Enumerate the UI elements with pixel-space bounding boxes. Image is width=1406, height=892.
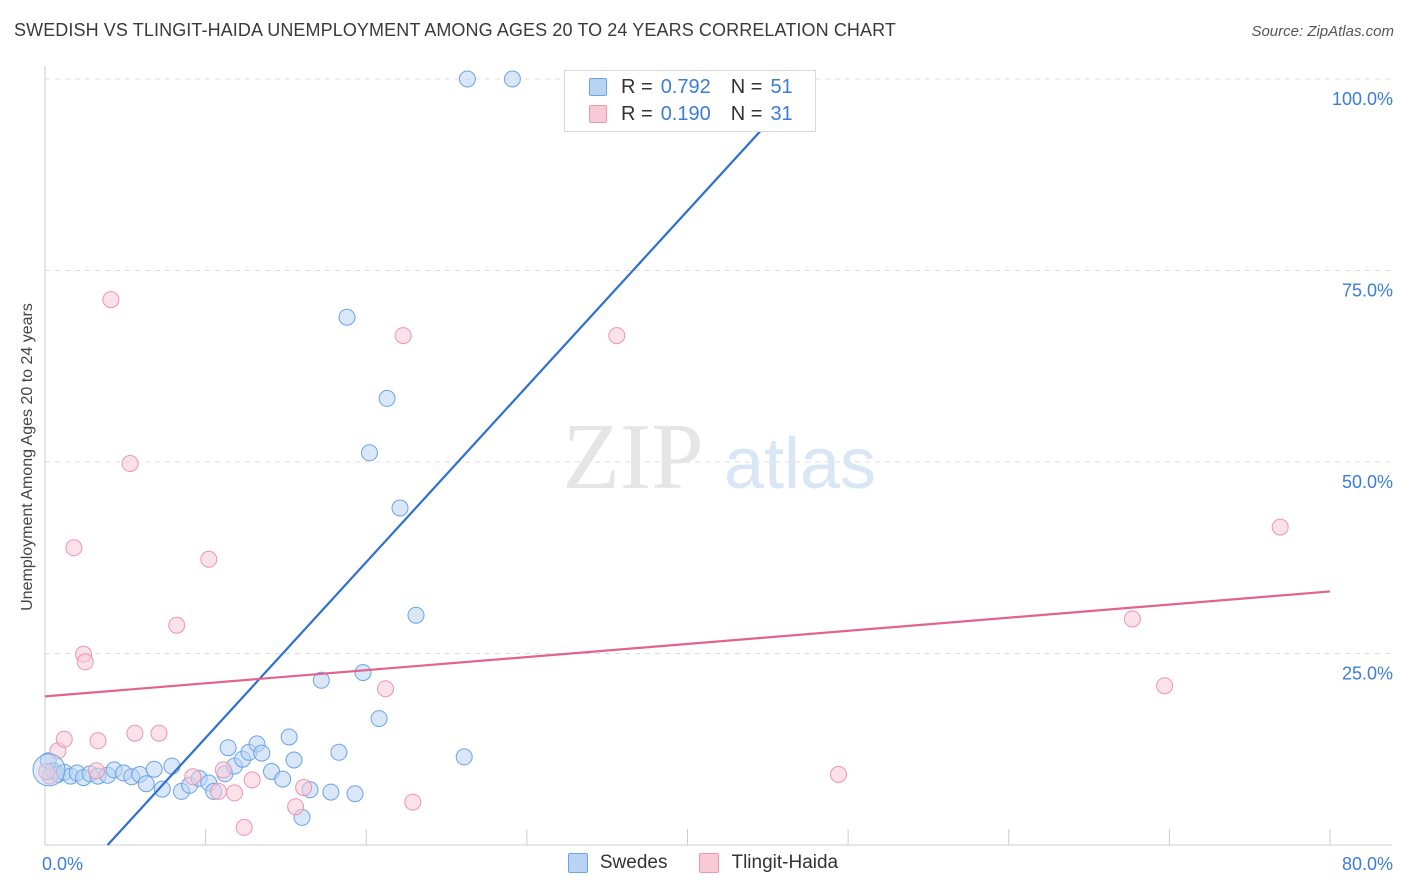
swedes-point bbox=[455, 748, 473, 766]
swedes-legend-label: Swedes bbox=[599, 852, 668, 873]
swedes-point bbox=[145, 760, 163, 778]
series-legend: Swedes Tlingit-Haida bbox=[0, 852, 1406, 874]
y-tick-label: 75.0% bbox=[1342, 281, 1393, 301]
tlingit-haida-point bbox=[404, 793, 422, 811]
legend-item-swedes: Swedes bbox=[567, 852, 668, 874]
swedes-point bbox=[163, 757, 181, 775]
tick-labels: 25.0% 50.0% 75.0% 100.0% 0.0% 80.0% bbox=[42, 89, 1393, 874]
swedes-point bbox=[370, 710, 388, 728]
swedes-point bbox=[253, 744, 271, 762]
tlingit-haida-point bbox=[102, 291, 120, 309]
chart-source: Source: ZipAtlas.com bbox=[1251, 23, 1394, 40]
tlingit-haida-point bbox=[1123, 610, 1141, 628]
tlingit-haida-n-value: 31 bbox=[770, 102, 793, 125]
x-tick-label-min: 0.0% bbox=[42, 854, 83, 874]
x-tick-label-max: 80.0% bbox=[1342, 854, 1393, 874]
swedes-point bbox=[285, 751, 303, 769]
swedes-swatch bbox=[589, 78, 607, 96]
swedes-point bbox=[354, 664, 372, 682]
watermark-zip: ZIP bbox=[563, 405, 704, 509]
y-tick-label: 100.0% bbox=[1332, 89, 1393, 109]
tlingit-haida-r-value: 0.190 bbox=[660, 102, 711, 125]
tlingit-haida-point bbox=[89, 732, 107, 750]
gridlines bbox=[45, 78, 1392, 654]
swedes-r-value: 0.792 bbox=[660, 75, 711, 98]
tlingit-haida-point bbox=[38, 763, 56, 780]
swedes-point bbox=[322, 783, 340, 801]
y-tick-label: 50.0% bbox=[1342, 472, 1393, 492]
y-tick-label: 25.0% bbox=[1342, 664, 1393, 684]
tlingit-haida-point bbox=[377, 680, 394, 698]
swedes-point bbox=[407, 606, 425, 624]
swedes-point bbox=[361, 444, 378, 462]
swedes-point bbox=[338, 308, 356, 326]
tlingit-haida-swatch bbox=[589, 105, 607, 123]
n-label: N = bbox=[730, 75, 763, 98]
tlingit-haida-point bbox=[1271, 518, 1289, 536]
swedes-point bbox=[274, 770, 292, 788]
legend-row-tlingit-haida: R = 0.190 N = 31 bbox=[589, 102, 793, 126]
correlation-legend: R = 0.792 N = 51 R = 0.190 N = 31 bbox=[564, 70, 816, 132]
tlingit-haida-point bbox=[214, 761, 232, 779]
data-points bbox=[32, 70, 1289, 836]
swedes-point bbox=[503, 70, 521, 88]
swedes-legend-swatch bbox=[567, 853, 588, 873]
swedes-point bbox=[346, 785, 364, 803]
swedes-point bbox=[137, 775, 155, 793]
swedes-n-value: 51 bbox=[770, 75, 793, 98]
r-label: R = bbox=[621, 75, 653, 98]
axes bbox=[44, 66, 1392, 846]
tlingit-haida-point bbox=[200, 550, 218, 568]
tlingit-haida-point bbox=[830, 766, 847, 783]
chart-title: SWEDISH VS TLINGIT-HAIDA UNEMPLOYMENT AM… bbox=[14, 20, 896, 40]
tlingit-haida-legend-label: Tlingit-Haida bbox=[731, 852, 839, 873]
swedes-point bbox=[330, 743, 348, 761]
tlingit-haida-point bbox=[126, 724, 144, 742]
tlingit-haida-point bbox=[55, 730, 73, 748]
tlingit-haida-point bbox=[168, 616, 186, 634]
swedes-point bbox=[378, 389, 396, 407]
tlingit-haida-point bbox=[210, 782, 227, 800]
tlingit-haida-point bbox=[235, 818, 253, 836]
tlingit-haida-point bbox=[184, 768, 202, 786]
tlingit-haida-point bbox=[287, 798, 305, 816]
tlingit-haida-point bbox=[1156, 677, 1174, 695]
watermark: ZIP atlas bbox=[563, 405, 877, 509]
tlingit-haida-point bbox=[76, 653, 94, 671]
swedes-trend-line bbox=[106, 78, 809, 846]
tlingit-haida-point bbox=[608, 327, 626, 345]
swedes-point bbox=[153, 780, 171, 798]
tlingit-haida-point bbox=[121, 455, 139, 472]
tlingit-haida-point bbox=[87, 762, 105, 780]
watermark-atlas: atlas bbox=[724, 424, 876, 504]
tlingit-haida-legend-swatch bbox=[699, 853, 720, 873]
n-label: N = bbox=[730, 102, 763, 125]
tlingit-haida-point bbox=[243, 771, 261, 789]
tlingit-haida-point bbox=[226, 784, 243, 802]
swedes-point bbox=[280, 728, 298, 746]
swedes-point bbox=[312, 671, 330, 689]
tlingit-haida-point bbox=[150, 724, 168, 742]
tlingit-haida-point bbox=[394, 327, 412, 345]
tlingit-haida-trend-line bbox=[44, 590, 1331, 698]
tlingit-haida-point bbox=[295, 779, 313, 796]
legend-row-swedes: R = 0.792 N = 51 bbox=[589, 75, 793, 99]
legend-item-tlingit-haida: Tlingit-Haida bbox=[699, 852, 838, 874]
swedes-point bbox=[219, 739, 237, 757]
tlingit-haida-point bbox=[65, 539, 83, 557]
r-label: R = bbox=[621, 102, 653, 125]
swedes-cluster-point bbox=[32, 753, 66, 787]
swedes-point bbox=[391, 499, 409, 517]
swedes-point bbox=[458, 70, 476, 88]
